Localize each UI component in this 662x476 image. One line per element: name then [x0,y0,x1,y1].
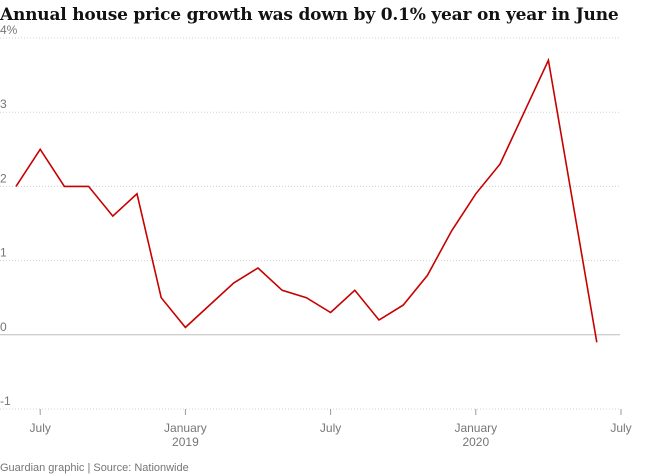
x-tick-label: January [164,421,207,435]
x-tick-year-label: 2019 [172,435,199,449]
x-tick-year-label: 2020 [462,435,489,449]
y-tick-label: 1 [0,246,7,260]
y-tick-label: 0 [0,320,7,334]
x-tick-label: July [320,421,341,435]
x-tick-label: July [610,421,631,435]
x-tick-label: July [30,421,51,435]
y-tick-label: 2 [0,171,7,185]
chart-title: Annual house price growth was down by 0.… [0,5,619,25]
y-tick-label: 3 [0,97,7,111]
y-axis-ticks: 4% 3 2 1 0 -1 [0,23,18,408]
y-tick-label: 4% [0,23,18,37]
x-tick-label: January [454,421,497,435]
source-footer: Guardian graphic | Source: Nationwide [0,462,189,474]
y-tick-label: -1 [0,394,11,408]
series-line-0 [15,57,598,343]
series-layer [15,57,598,343]
grid-lines [0,37,620,410]
